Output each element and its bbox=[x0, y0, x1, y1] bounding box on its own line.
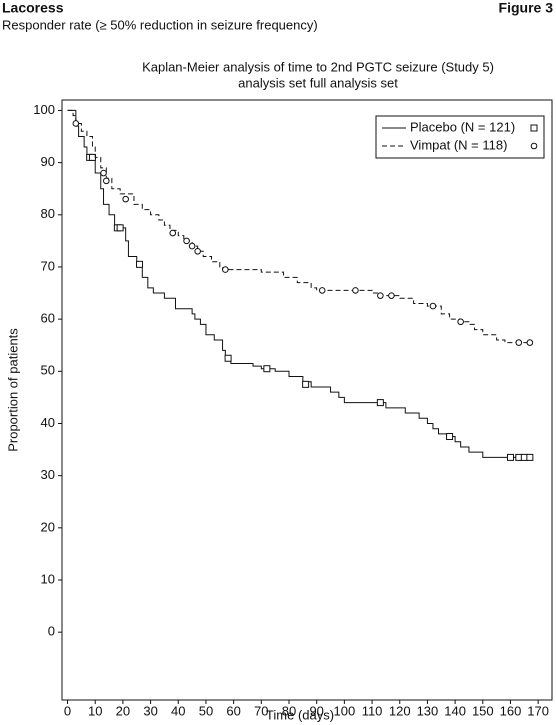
y-tick-label: 0 bbox=[48, 624, 55, 639]
legend-label: Vimpat (N = 118) bbox=[410, 137, 507, 152]
plot-frame bbox=[61, 99, 553, 701]
censor-mark bbox=[102, 177, 110, 185]
x-tick-label: 40 bbox=[171, 703, 185, 718]
x-tick-label: 20 bbox=[116, 703, 130, 718]
x-tick-label: 50 bbox=[199, 703, 213, 718]
censor-mark bbox=[222, 266, 229, 273]
x-tick-label: 160 bbox=[500, 703, 522, 718]
x-tick-label: 150 bbox=[472, 703, 494, 718]
survival-line bbox=[67, 109, 533, 344]
x-tick-label: 100 bbox=[334, 703, 356, 718]
censor-mark bbox=[224, 354, 232, 362]
censor-mark bbox=[136, 260, 144, 268]
x-tick-label: 130 bbox=[417, 703, 439, 718]
censor-mark bbox=[376, 399, 384, 407]
y-tick-label: 30 bbox=[41, 467, 55, 482]
censor-mark bbox=[302, 380, 310, 388]
y-tick-label: 70 bbox=[41, 258, 55, 273]
censor-mark bbox=[72, 120, 80, 127]
censor-mark bbox=[116, 224, 124, 232]
x-tick-label: 60 bbox=[226, 703, 240, 718]
y-tick-label: 20 bbox=[41, 519, 55, 534]
x-tick-label: 70 bbox=[254, 703, 268, 718]
y-tick-label: 40 bbox=[41, 415, 55, 430]
censor-mark bbox=[429, 302, 437, 310]
censor-mark bbox=[457, 318, 464, 326]
censor-mark bbox=[526, 339, 534, 346]
chart-title: Kaplan-Meier analysis of time to 2nd PGT… bbox=[142, 59, 494, 74]
x-tick-label: 80 bbox=[282, 703, 296, 718]
censor-mark bbox=[88, 153, 96, 161]
censor-mark bbox=[388, 292, 395, 299]
legend-label: Placebo (N = 121) bbox=[410, 119, 515, 134]
figure-label: Figure 3 bbox=[499, 0, 554, 16]
y-tick-label: 90 bbox=[41, 154, 55, 169]
x-axis-label: Time (days) bbox=[266, 707, 334, 722]
y-axis-label: Proportion of patients bbox=[5, 328, 20, 452]
censor-mark bbox=[194, 248, 201, 255]
y-tick-label: 60 bbox=[41, 311, 55, 326]
x-tick-label: 30 bbox=[143, 703, 157, 718]
y-tick-label: 50 bbox=[41, 363, 55, 378]
survival-line bbox=[67, 109, 533, 458]
x-tick-label: 140 bbox=[444, 703, 466, 718]
censor-mark bbox=[318, 287, 326, 294]
y-tick-label: 100 bbox=[33, 102, 55, 117]
censor-mark bbox=[526, 453, 534, 461]
censor-mark bbox=[183, 237, 190, 245]
censor-mark bbox=[263, 365, 271, 373]
legend-box bbox=[375, 115, 545, 159]
brand: Lacoress bbox=[2, 0, 64, 16]
y-tick-label: 80 bbox=[41, 206, 55, 221]
censor-mark bbox=[169, 229, 177, 237]
legend-marker bbox=[530, 124, 538, 132]
censor-mark bbox=[506, 453, 514, 461]
censor-mark bbox=[446, 433, 454, 441]
legend-marker bbox=[530, 142, 538, 150]
x-tick-label: 110 bbox=[362, 703, 383, 718]
censor-mark bbox=[352, 287, 359, 294]
censor-mark bbox=[122, 195, 129, 203]
x-tick-label: 0 bbox=[64, 703, 71, 718]
x-tick-label: 170 bbox=[527, 703, 549, 718]
chart-subtitle: analysis set full analysis set bbox=[238, 75, 398, 90]
censor-mark bbox=[515, 339, 523, 346]
censor-mark bbox=[377, 292, 384, 299]
x-tick-label: 120 bbox=[389, 703, 411, 718]
x-tick-label: 10 bbox=[88, 703, 102, 718]
censor-mark bbox=[100, 169, 107, 177]
censor-mark bbox=[188, 242, 196, 250]
subtitle: Responder rate (≥ 50% reduction in seizu… bbox=[2, 17, 318, 32]
x-tick-label: 90 bbox=[309, 703, 323, 718]
y-tick-label: 10 bbox=[41, 571, 55, 586]
